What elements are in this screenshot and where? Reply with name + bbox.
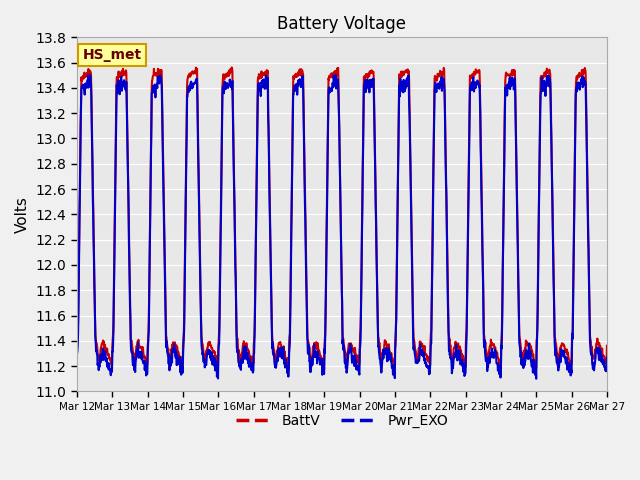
Pwr_EXO — [179, 364, 186, 370]
BattV — [541, 70, 548, 75]
Pwr_EXO — [84, 72, 92, 78]
BattV — [424, 358, 432, 363]
Pwr_EXO — [424, 365, 432, 371]
BattV — [497, 367, 505, 373]
Pwr_EXO — [191, 80, 199, 86]
BattV — [228, 65, 236, 71]
Pwr_EXO — [493, 360, 501, 366]
Pwr_EXO — [603, 355, 611, 360]
BattV — [603, 343, 611, 348]
BattV — [191, 69, 198, 75]
Legend: BattV, Pwr_EXO: BattV, Pwr_EXO — [230, 409, 454, 434]
Line: Pwr_EXO: Pwr_EXO — [77, 75, 607, 379]
Pwr_EXO — [251, 334, 259, 340]
Pwr_EXO — [541, 86, 548, 92]
BattV — [251, 332, 259, 338]
BattV — [493, 354, 501, 360]
Text: HS_met: HS_met — [83, 48, 141, 62]
Title: Battery Voltage: Battery Voltage — [278, 15, 406, 33]
Line: BattV: BattV — [77, 68, 607, 370]
Pwr_EXO — [532, 376, 540, 382]
BattV — [178, 364, 186, 370]
BattV — [73, 343, 81, 349]
Y-axis label: Volts: Volts — [15, 196, 30, 233]
Pwr_EXO — [73, 351, 81, 357]
